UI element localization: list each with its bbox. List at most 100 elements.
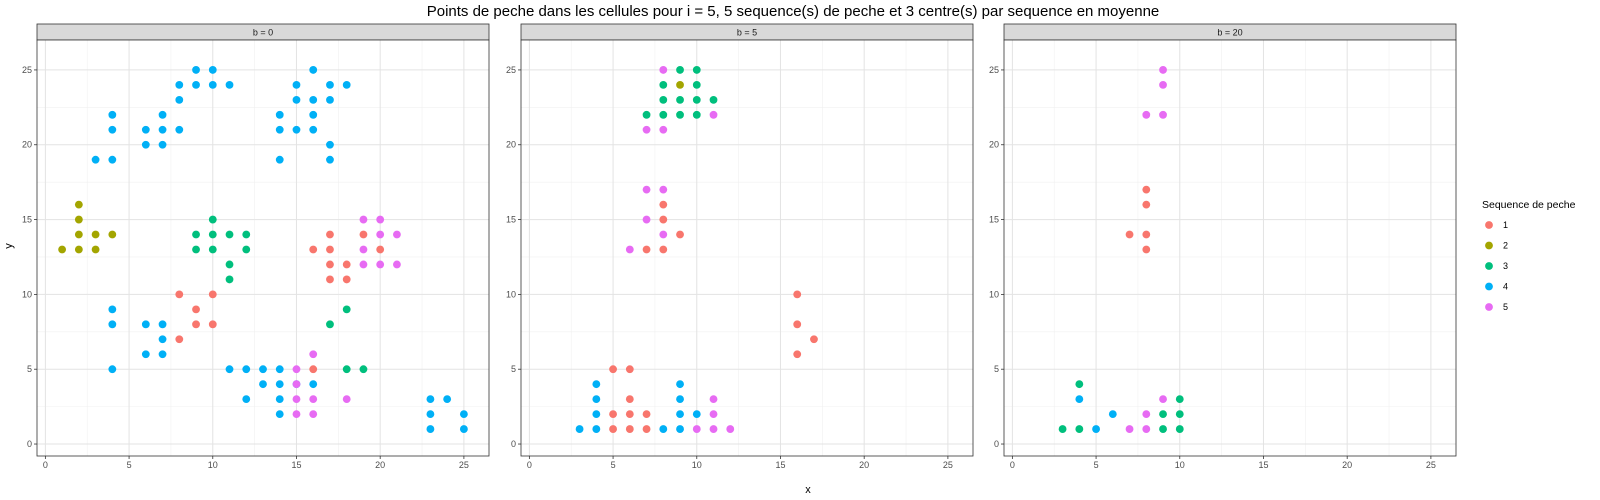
data-point-seq-4: [592, 425, 601, 433]
data-point-seq-5: [659, 230, 668, 239]
y-tick-label: 25: [989, 65, 999, 75]
data-point-seq-4: [175, 80, 184, 89]
data-point-seq-4: [1108, 410, 1117, 419]
data-point-seq-1: [1125, 230, 1134, 239]
data-point-seq-5: [692, 425, 701, 433]
legend-label: 1: [1503, 220, 1508, 230]
data-point-seq-4: [259, 365, 267, 374]
data-point-seq-1: [793, 320, 802, 329]
x-tick-label: 5: [127, 460, 132, 470]
chart-title: Points de peche dans les cellules pour i…: [427, 3, 1160, 20]
data-point-seq-3: [692, 95, 701, 104]
data-point-seq-4: [225, 365, 234, 374]
data-point-seq-1: [625, 410, 634, 419]
data-point-seq-5: [1159, 110, 1167, 119]
data-point-seq-4: [1075, 395, 1084, 404]
data-point-seq-4: [175, 95, 184, 104]
data-point-seq-2: [91, 245, 100, 254]
data-point-seq-3: [1058, 425, 1067, 433]
data-point-seq-5: [393, 260, 401, 269]
y-tick-label: 25: [506, 65, 516, 75]
data-point-seq-1: [659, 215, 668, 224]
panel-background: [1004, 40, 1456, 456]
legend: Sequence de peche 1 2 3 4 5: [1482, 199, 1576, 312]
y-tick-label: 15: [22, 215, 32, 225]
data-point-seq-1: [1142, 200, 1151, 209]
data-point-seq-4: [326, 80, 334, 89]
x-tick-label: 10: [692, 460, 702, 470]
data-point-seq-4: [575, 425, 584, 433]
y-tick-label: 0: [511, 439, 516, 449]
x-tick-label: 20: [859, 460, 869, 470]
data-point-seq-3: [642, 110, 651, 119]
data-point-seq-4: [192, 80, 200, 89]
data-point-seq-4: [275, 380, 284, 389]
data-point-seq-4: [676, 425, 684, 433]
facet-panel: b = 5 0 5 10 15 20 25 0 5 10 15 20 25: [506, 23, 974, 470]
x-tick-label: 15: [775, 460, 785, 470]
data-point-seq-3: [192, 230, 200, 239]
data-point-seq-4: [91, 155, 100, 164]
data-point-seq-4: [141, 140, 150, 149]
data-point-seq-1: [192, 305, 200, 314]
y-axis-title: y: [3, 243, 15, 249]
facet-panel: b = 0 0 5 10 15 20 25 0 5 10 15 20 25: [22, 23, 490, 470]
data-point-seq-5: [359, 215, 368, 224]
y-tick-label: 15: [989, 215, 999, 225]
data-point-seq-3: [342, 305, 351, 314]
data-point-seq-1: [326, 260, 334, 269]
data-point-seq-4: [592, 395, 601, 404]
data-point-seq-1: [1142, 245, 1151, 254]
data-point-seq-4: [108, 155, 117, 164]
legend-title: Sequence de peche: [1482, 199, 1576, 211]
x-axis-title: x: [805, 484, 811, 496]
data-point-seq-5: [659, 66, 668, 74]
data-point-seq-4: [659, 425, 668, 433]
data-point-seq-5: [376, 230, 385, 239]
y-tick-label: 20: [989, 140, 999, 150]
data-point-seq-3: [1159, 425, 1167, 433]
data-point-seq-1: [676, 230, 684, 239]
data-point-seq-4: [309, 110, 318, 119]
data-point-seq-5: [709, 110, 718, 119]
data-point-seq-5: [376, 215, 385, 224]
x-tick-label: 20: [1342, 460, 1352, 470]
data-point-seq-3: [208, 230, 217, 239]
data-point-seq-4: [426, 395, 435, 404]
y-tick-label: 20: [22, 140, 32, 150]
x-tick-label: 10: [1175, 460, 1185, 470]
data-point-seq-4: [225, 80, 234, 89]
data-point-seq-4: [141, 350, 150, 359]
data-point-seq-1: [1142, 185, 1151, 194]
data-point-seq-1: [175, 290, 184, 299]
legend-label: 3: [1503, 261, 1508, 271]
panel-background: [37, 40, 489, 456]
data-point-seq-4: [275, 125, 284, 134]
data-point-seq-4: [326, 95, 334, 104]
data-point-seq-4: [108, 125, 117, 134]
data-point-seq-4: [158, 335, 167, 344]
data-point-seq-3: [208, 215, 217, 224]
data-point-seq-2: [74, 230, 83, 239]
data-point-seq-1: [175, 335, 184, 344]
x-tick-label: 15: [291, 460, 301, 470]
data-point-seq-1: [326, 245, 334, 254]
x-tick-label: 25: [1426, 460, 1436, 470]
data-point-seq-4: [141, 320, 150, 329]
data-point-seq-4: [426, 410, 435, 419]
data-point-seq-3: [676, 66, 684, 74]
data-point-seq-5: [1159, 395, 1167, 404]
data-point-seq-4: [676, 410, 684, 419]
data-point-seq-4: [275, 395, 284, 404]
data-point-seq-3: [342, 365, 351, 374]
data-point-seq-4: [158, 320, 167, 329]
data-point-seq-3: [676, 110, 684, 119]
data-point-seq-3: [692, 66, 701, 74]
data-point-seq-4: [208, 66, 217, 74]
panel-border: [36, 39, 490, 457]
data-point-seq-4: [292, 125, 301, 134]
data-point-seq-1: [376, 245, 385, 254]
data-point-seq-4: [175, 125, 184, 134]
data-point-seq-3: [692, 80, 701, 89]
data-point-seq-2: [676, 80, 684, 89]
